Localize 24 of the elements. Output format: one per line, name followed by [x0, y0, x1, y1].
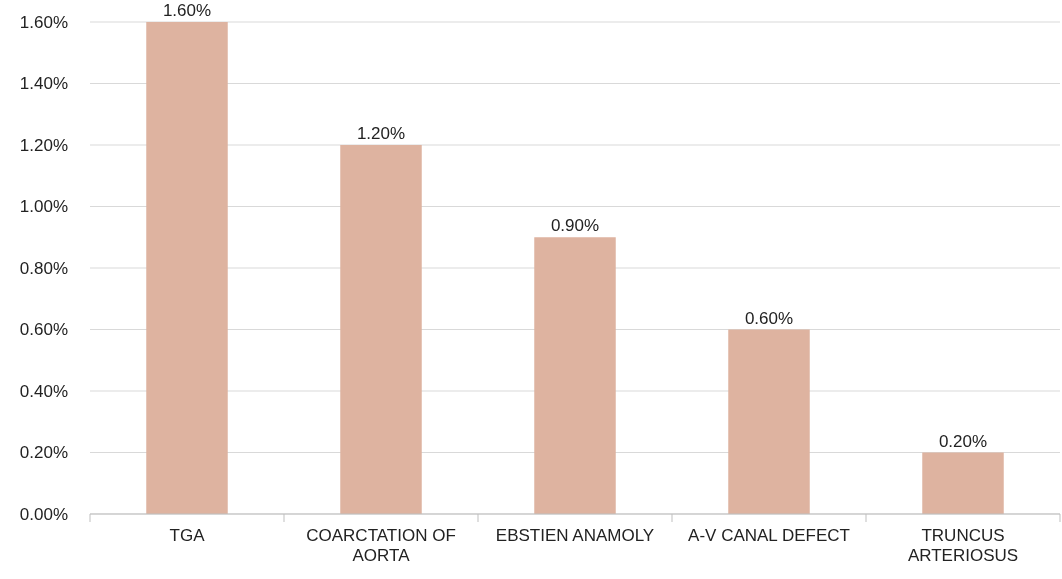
x-tick-label: TRUNCUS ARTERIOSUS: [907, 526, 1019, 566]
y-tick-label: 1.40%: [19, 74, 68, 94]
data-label: 0.60%: [744, 308, 794, 328]
bar: [340, 145, 422, 514]
data-label: 0.90%: [550, 216, 600, 236]
y-tick-label: 1.00%: [19, 197, 68, 217]
bar: [146, 22, 228, 514]
x-tick-label: COARCTATION OF AORTA: [306, 526, 456, 566]
data-label: 0.20%: [938, 431, 988, 451]
bar: [534, 237, 616, 514]
bar: [922, 452, 1004, 514]
y-tick-label: 1.60%: [19, 12, 68, 32]
data-label: 1.20%: [356, 124, 406, 143]
y-tick-label: 1.20%: [19, 135, 68, 155]
bar: [728, 329, 810, 514]
y-tick-label: 0.00%: [19, 504, 68, 524]
y-tick-label: 0.60%: [19, 320, 68, 340]
x-tick-label: A-V CANAL DEFECT: [688, 526, 850, 545]
y-tick-label: 0.20%: [19, 443, 68, 463]
y-tick-label: 0.40%: [19, 381, 68, 401]
data-label: 1.60%: [162, 1, 212, 20]
x-tick-label: TGA: [169, 526, 206, 545]
x-tick-label: EBSTIEN ANAMOLY: [495, 526, 655, 545]
y-tick-label: 0.80%: [19, 258, 68, 278]
